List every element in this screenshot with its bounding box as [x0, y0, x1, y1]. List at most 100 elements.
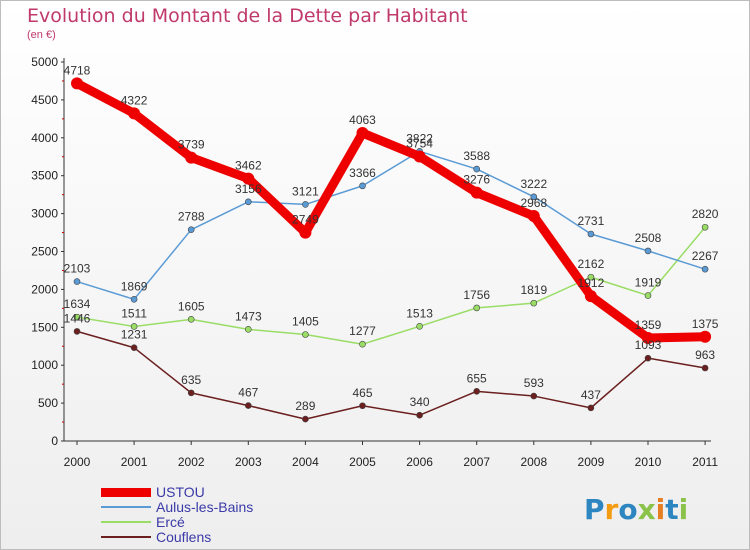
data-label-ustou: 1375	[692, 317, 719, 331]
data-label-erc-: 1511	[121, 306, 147, 320]
data-label-ustou: 2968	[520, 196, 547, 210]
legend-swatch-aulus-les-bains	[101, 506, 151, 508]
data-label-erc-: 2162	[578, 257, 605, 271]
data-label-couflens: 593	[524, 376, 544, 390]
y-tick-label: 0	[51, 434, 58, 448]
x-tick-label: 2003	[235, 455, 262, 469]
data-point-couflens	[73, 328, 81, 335]
y-tick-label: 4000	[31, 131, 58, 145]
data-label-ustou: 4063	[349, 113, 376, 127]
y-tick-label: 3000	[31, 207, 58, 221]
data-point-aulus-les-bains	[245, 198, 252, 206]
data-label-ustou: 4322	[121, 93, 148, 107]
data-label-aulus-les-bains: 3121	[292, 184, 319, 198]
data-point-erc-	[359, 340, 366, 348]
data-point-couflens	[473, 388, 481, 395]
data-point-couflens	[701, 364, 709, 372]
y-tick-label: 500	[38, 396, 58, 410]
data-point-couflens	[416, 411, 423, 419]
data-point-erc-	[587, 273, 595, 281]
data-point-aulus-les-bains	[530, 193, 538, 201]
data-point-ustou	[356, 127, 369, 140]
data-label-ustou: 3739	[178, 138, 205, 152]
x-tick-label: 2008	[520, 455, 547, 469]
data-label-couflens: 437	[581, 388, 601, 402]
data-label-ustou: 3754	[406, 136, 433, 150]
y-tick-label: 5000	[31, 55, 58, 69]
data-label-aulus-les-bains: 3366	[349, 166, 376, 180]
data-point-couflens	[187, 389, 195, 397]
data-point-ustou	[527, 210, 540, 223]
x-tick-label: 2010	[635, 455, 662, 469]
data-label-aulus-les-bains: 2267	[692, 249, 719, 263]
data-label-couflens: 963	[695, 348, 715, 362]
data-point-ustou	[413, 150, 426, 163]
data-label-erc-: 1919	[635, 276, 662, 290]
data-point-ustou	[71, 77, 83, 90]
data-point-couflens	[245, 402, 252, 409]
series-line-erc-	[76, 226, 706, 345]
chart-title: Evolution du Montant de la Dette par Hab…	[27, 5, 468, 27]
data-label-aulus-les-bains: 2508	[635, 231, 662, 245]
data-label-erc-: 2820	[692, 207, 719, 221]
data-point-ustou	[185, 151, 198, 164]
data-label-erc-: 1473	[235, 309, 262, 323]
series-lines	[71, 77, 712, 423]
data-point-erc-	[245, 326, 252, 333]
data-point-couflens	[644, 354, 652, 362]
data-point-aulus-les-bains	[187, 226, 195, 233]
data-label-couflens: 655	[467, 371, 487, 385]
x-tick-label: 2004	[292, 455, 319, 469]
data-point-erc-	[130, 323, 138, 330]
data-point-couflens	[359, 402, 366, 410]
y-tick-label: 3500	[31, 169, 58, 183]
data-point-aulus-les-bains	[359, 182, 366, 190]
legend-swatch-erc-	[101, 521, 151, 523]
legend-label: USTOU	[156, 484, 205, 500]
data-label-aulus-les-bains: 2788	[178, 210, 205, 224]
x-tick-label: 2000	[64, 455, 91, 469]
proxiti-logo: Proxiti	[584, 493, 688, 526]
data-label-couflens: 1093	[635, 338, 662, 352]
data-point-aulus-les-bains	[473, 165, 481, 173]
data-point-couflens	[130, 344, 138, 351]
data-point-couflens	[587, 404, 595, 412]
chart-subtitle: (en €)	[27, 29, 56, 41]
x-tick-label: 2001	[121, 455, 148, 469]
data-label-couflens: 635	[181, 373, 201, 387]
data-label-aulus-les-bains: 3822	[406, 131, 433, 145]
y-tick-label: 2000	[31, 282, 58, 296]
data-point-erc-	[73, 313, 81, 321]
legend-label: Aulus-les-Bains	[156, 499, 254, 515]
data-labels: 1446 1231 635 467 289 465 340 655 593 437 1093 963 1…	[64, 63, 719, 413]
data-label-couflens: 467	[238, 386, 258, 400]
data-point-erc-	[416, 323, 423, 330]
data-label-ustou: 1912	[578, 276, 605, 290]
axes: 0 500 1000 1500 2000 2500 3000 3500 4000 4500 5000…	[31, 55, 718, 469]
data-label-erc-: 1819	[520, 283, 547, 297]
data-point-couflens	[302, 415, 309, 423]
data-label-aulus-les-bains: 3222	[520, 177, 547, 191]
x-tick-label: 2005	[349, 455, 376, 469]
data-label-ustou: 1359	[635, 318, 662, 332]
data-point-aulus-les-bains	[701, 265, 709, 273]
data-label-aulus-les-bains: 2103	[64, 262, 91, 276]
data-label-aulus-les-bains: 2731	[578, 214, 605, 228]
data-point-ustou	[470, 186, 483, 199]
data-point-ustou	[242, 172, 255, 185]
data-point-aulus-les-bains	[73, 278, 81, 285]
series-line-couflens	[76, 330, 706, 420]
x-tick-label: 2007	[463, 455, 490, 469]
data-point-couflens	[530, 392, 538, 400]
y-tick-label: 1500	[31, 320, 58, 334]
data-point-ustou	[299, 226, 312, 239]
x-tick-label: 2011	[692, 455, 718, 469]
data-label-erc-: 1634	[64, 297, 91, 311]
data-label-couflens: 1446	[64, 311, 91, 325]
data-point-ustou	[128, 107, 141, 120]
data-point-ustou	[699, 330, 712, 343]
data-point-erc-	[701, 223, 709, 231]
data-label-erc-: 1405	[292, 315, 319, 329]
data-label-couflens: 465	[352, 386, 372, 400]
